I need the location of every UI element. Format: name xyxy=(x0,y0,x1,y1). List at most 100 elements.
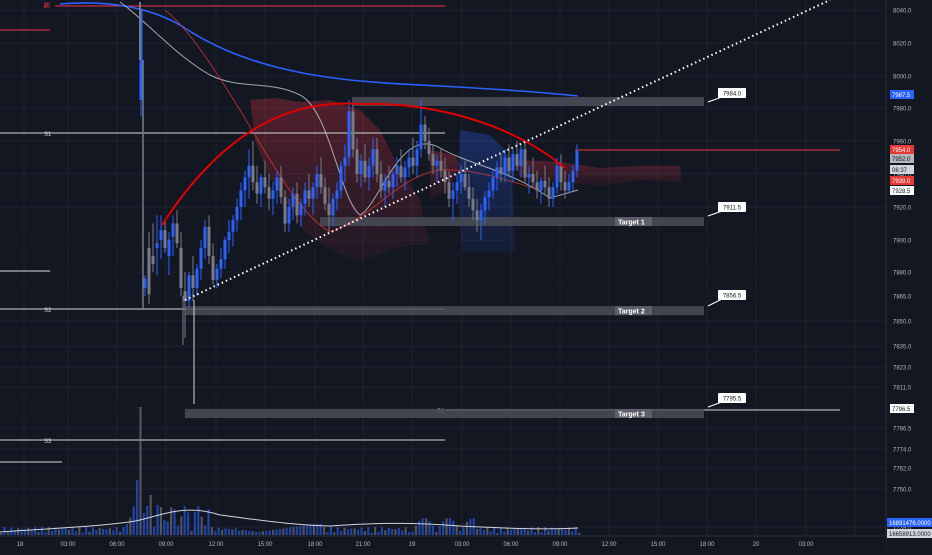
price-tick-16: 7774.0 xyxy=(893,448,912,454)
candle-body-100 xyxy=(539,180,543,191)
callout-box-3[interactable] xyxy=(718,393,746,403)
volume-bar-21 xyxy=(71,527,74,535)
candle-body-74 xyxy=(435,160,439,166)
price-badge-5 xyxy=(890,186,914,195)
volume-bar-164 xyxy=(557,528,560,535)
candle-body-46 xyxy=(323,187,327,204)
candle-body-70 xyxy=(419,124,423,150)
volume-bar-78 xyxy=(265,530,268,535)
candle-body-108 xyxy=(571,170,575,183)
volume-bar-30 xyxy=(102,528,105,535)
volume-bar-64 xyxy=(217,527,220,535)
candle-body-87 xyxy=(487,190,491,198)
candle-body-67 xyxy=(407,157,411,168)
candle-body-43 xyxy=(311,187,315,199)
price-tick-15: 7786.5 xyxy=(893,427,912,433)
candle-body-59 xyxy=(375,149,379,174)
price-tick-12: 7823.0 xyxy=(893,366,912,372)
time-tick-9: 03:00 xyxy=(454,542,470,548)
price-badge-label-5: 7928.5 xyxy=(892,189,911,195)
volume-bar-134 xyxy=(455,525,458,535)
candle-body-101 xyxy=(543,180,547,188)
volume-bar-96 xyxy=(326,532,329,535)
volume-bar-135 xyxy=(459,530,462,535)
volume-bar-167 xyxy=(567,527,570,535)
volume-bar-126 xyxy=(428,520,431,535)
volume-bar-116 xyxy=(394,529,397,535)
candle-body-86 xyxy=(483,197,487,211)
candle-body-14 xyxy=(195,268,199,288)
price-tick-9: 7865.0 xyxy=(893,295,912,301)
volume-bar-118 xyxy=(401,530,404,535)
candle-body-21 xyxy=(223,240,227,260)
volume-bar-155 xyxy=(527,530,530,535)
candle-body-25 xyxy=(239,190,243,207)
volume-bar-42 xyxy=(142,513,145,535)
callout-box-1[interactable] xyxy=(718,202,746,212)
candle-body-23 xyxy=(231,220,235,232)
volume-bar-17 xyxy=(57,529,60,535)
target-zone-1 xyxy=(320,217,704,227)
callout-label-0[interactable]: 7984.0 xyxy=(723,92,742,98)
volume-bar-133 xyxy=(452,520,455,535)
candle-body-11 xyxy=(183,291,187,301)
volume-bar-38 xyxy=(129,517,132,535)
callout-label-2[interactable]: 7856.5 xyxy=(723,294,742,300)
cloud-blue xyxy=(458,130,515,252)
volume-bar-50 xyxy=(170,507,173,535)
volume-bar-91 xyxy=(309,524,312,535)
candle-body-56 xyxy=(363,160,367,178)
candle-body-96 xyxy=(523,149,527,178)
volume-bar-45 xyxy=(153,526,156,535)
volume-ma-line xyxy=(0,509,579,533)
volume-bar-108 xyxy=(367,527,370,535)
volume-bar-84 xyxy=(285,527,288,535)
volume-bar-56 xyxy=(190,530,193,535)
volume-bar-106 xyxy=(360,527,363,535)
volume-bar-157 xyxy=(533,532,536,535)
candle-body-49 xyxy=(335,190,339,199)
target-label-2: Target 2 xyxy=(618,309,645,316)
candle-body-91 xyxy=(503,157,507,174)
volume-bar-37 xyxy=(125,524,128,535)
candle-body-95 xyxy=(519,149,523,166)
time-tick-3: 09:00 xyxy=(158,542,174,548)
volume-bar-5 xyxy=(17,528,20,535)
volume-bar-136 xyxy=(462,526,465,535)
candle-body-92 xyxy=(507,157,511,171)
callout-box-2[interactable] xyxy=(718,290,746,300)
volume-bar-34 xyxy=(115,527,118,535)
target-label-box-1 xyxy=(615,217,652,227)
target-zone-2 xyxy=(185,306,704,316)
price-tick-18: 7750.0 xyxy=(893,488,912,494)
candle-body-40 xyxy=(299,203,303,216)
candle-body-8 xyxy=(171,223,175,237)
target-label-1: Target 1 xyxy=(618,220,645,227)
candle-body-7 xyxy=(167,240,171,256)
volume-bar-28 xyxy=(95,530,98,535)
volume-bar-43 xyxy=(146,506,149,535)
volume-bar-72 xyxy=(244,530,247,535)
volume-bar-75 xyxy=(255,531,258,535)
candle-body-4 xyxy=(155,243,159,248)
candle-body-64 xyxy=(395,165,399,174)
candle-body-105 xyxy=(559,165,563,183)
volume-bar-55 xyxy=(187,512,190,535)
volume-bar-60 xyxy=(204,525,207,535)
volume-bar-169 xyxy=(574,527,577,535)
volume-bar-27 xyxy=(91,527,94,535)
candle-body-31 xyxy=(263,177,267,188)
callout-box-0[interactable] xyxy=(718,88,746,98)
callout-label-1[interactable]: 7911.5 xyxy=(723,206,742,212)
candle-body-66 xyxy=(403,167,407,178)
candle-body-94 xyxy=(515,154,519,166)
price-tick-19: 7739.0 xyxy=(893,526,912,532)
candle-body-58 xyxy=(371,149,375,166)
candle-body-103 xyxy=(551,187,555,199)
callout-label-3[interactable]: 7795.5 xyxy=(723,397,742,403)
candle-body-69 xyxy=(415,149,419,166)
volume-bar-103 xyxy=(350,528,353,535)
candle-body-73 xyxy=(431,154,435,166)
